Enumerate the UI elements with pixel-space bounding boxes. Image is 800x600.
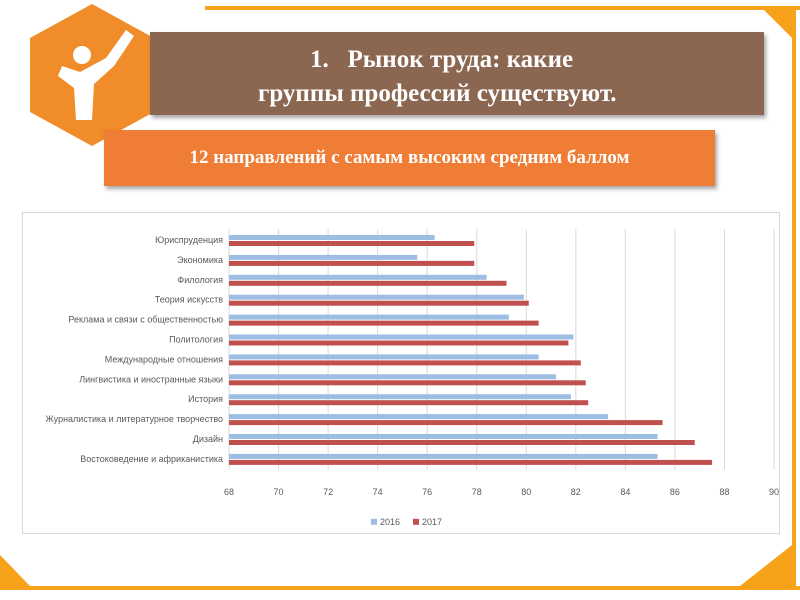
- bar-2017: [229, 380, 586, 386]
- corner-triangle-bottom-left: [0, 555, 30, 586]
- category-label: Востоковедение и африканистика: [80, 454, 223, 464]
- bar-2016: [229, 235, 435, 240]
- bar-2016: [229, 314, 509, 320]
- title-line-1: 1. Рынок труда: какие: [310, 46, 574, 73]
- subtitle-banner: 12 направлений с самым высоким средним б…: [104, 130, 715, 186]
- bar-2017: [229, 320, 539, 326]
- category-label: Экономика: [177, 255, 223, 265]
- bar-2017: [229, 241, 475, 246]
- frame-right-border: [792, 6, 796, 590]
- bar-2016: [229, 453, 658, 459]
- bar-2016: [229, 374, 556, 380]
- x-tick-label: 74: [373, 487, 383, 497]
- category-label: Политология: [169, 335, 223, 345]
- bar-2017: [229, 300, 529, 306]
- corner-triangle-bottom-right: [740, 545, 792, 586]
- bar-2017: [229, 400, 589, 406]
- legend-label-2017: 2017: [422, 517, 442, 527]
- category-label: Журналистика и литературное творчество: [45, 414, 223, 424]
- category-label: Лингвистика и иностранные языки: [79, 374, 223, 384]
- corner-triangle-top-right: [764, 10, 792, 38]
- title-line-2: группы профессий существуют.: [258, 80, 617, 107]
- category-label: Филология: [177, 275, 223, 285]
- bar-2016: [229, 294, 524, 300]
- subtitle-text: 12 направлений с самым высоким средним б…: [189, 147, 630, 168]
- x-tick-label: 86: [670, 487, 680, 497]
- category-label: Юриспруденция: [155, 235, 223, 245]
- x-tick-label: 76: [422, 487, 432, 497]
- bar-2016: [229, 354, 539, 360]
- bar-2017: [229, 459, 713, 465]
- legend-swatch-2016: [371, 518, 377, 525]
- x-tick-label: 70: [274, 487, 284, 497]
- category-label: Дизайн: [193, 434, 223, 444]
- chart-panel: 68 70 72 74 76 78 80 82 84 86 88 90 Юриспруденция Эко…: [22, 212, 780, 534]
- bar-2017: [229, 340, 569, 346]
- bar-2017: [229, 280, 507, 286]
- category-label: Теория искусств: [155, 295, 223, 305]
- bar-2016: [229, 434, 658, 439]
- bar-2016: [229, 394, 571, 400]
- bar-2016: [229, 274, 487, 280]
- legend-label-2016: 2016: [380, 517, 400, 527]
- bar-2017: [229, 360, 581, 366]
- x-tick-label: 90: [769, 487, 779, 497]
- category-label: История: [188, 394, 223, 404]
- bar-chart: 68 70 72 74 76 78 80 82 84 86 88 90 Юриспруденция Эко…: [45, 229, 779, 527]
- x-tick-label: 84: [620, 487, 630, 497]
- legend-swatch-2017: [413, 518, 419, 525]
- x-tick-label: 88: [719, 487, 729, 497]
- frame-bottom-border: [0, 586, 800, 590]
- bar-2017: [229, 260, 475, 266]
- person-raised-fist-icon: [30, 4, 154, 146]
- x-tick-label: 78: [472, 487, 482, 497]
- x-tick-label: 82: [571, 487, 581, 497]
- category-label: Реклама и связи с общественностью: [68, 315, 223, 325]
- bar-2016: [229, 414, 609, 420]
- category-label: Международные отношения: [105, 354, 223, 364]
- bar-2016: [229, 334, 574, 340]
- frame-top-border: [205, 6, 800, 10]
- bar-2017: [229, 440, 695, 445]
- x-tick-label: 80: [521, 487, 531, 497]
- x-tick-label: 72: [323, 487, 333, 497]
- title-banner: 1. Рынок труда: какие группы профессий с…: [150, 32, 764, 115]
- bar-2016: [229, 254, 418, 260]
- x-tick-label: 68: [224, 487, 234, 497]
- bar-2017: [229, 420, 663, 426]
